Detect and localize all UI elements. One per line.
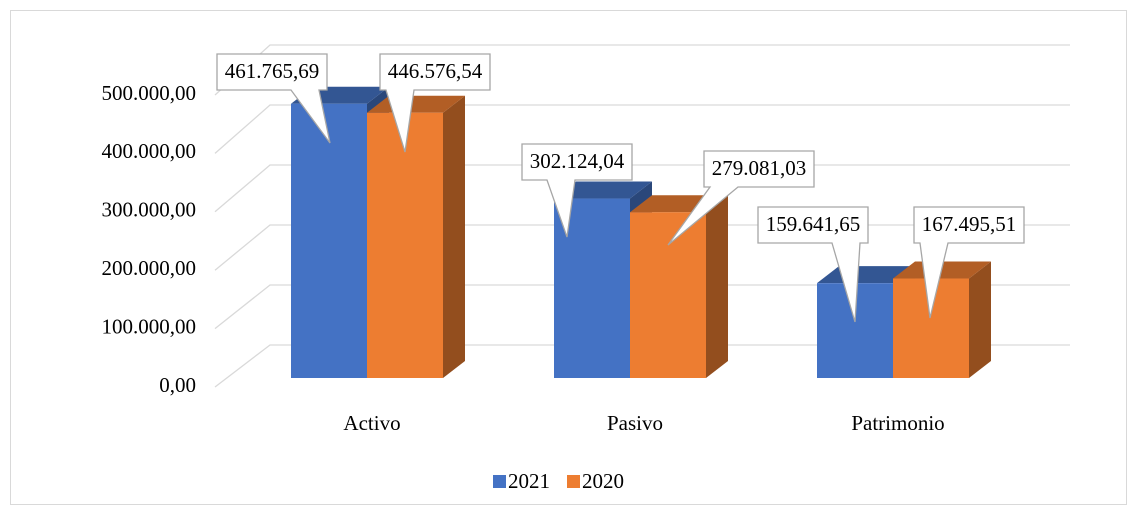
callout — [667, 150, 815, 246]
x-tick-label: Patrimonio — [851, 411, 944, 435]
bar — [291, 103, 367, 378]
y-tick-label: 400.000,00 — [102, 139, 197, 163]
data-label: 302.124,04 — [530, 149, 625, 173]
y-tick-label: 100.000,00 — [102, 314, 197, 338]
bar-side — [443, 95, 465, 379]
y-tick-label: 200.000,00 — [102, 256, 197, 280]
bar — [367, 112, 443, 379]
grid-line — [214, 104, 1070, 154]
x-tick-label: Activo — [343, 411, 400, 435]
bar — [630, 212, 706, 378]
bar-side — [706, 195, 728, 378]
grid-line — [214, 284, 1070, 330]
bar-side — [969, 261, 991, 378]
callout — [521, 143, 633, 238]
legend-label: 2021 — [508, 469, 550, 493]
data-label: 446.576,54 — [388, 59, 483, 83]
grid-line — [214, 344, 1070, 388]
data-label: 279.081,03 — [712, 156, 807, 180]
legend-label: 2020 — [582, 469, 624, 493]
y-tick-label: 300.000,00 — [102, 198, 197, 222]
callout — [757, 206, 869, 323]
data-label: 159.641,65 — [766, 212, 861, 236]
callout — [216, 53, 331, 144]
callout — [913, 206, 1025, 319]
y-tick-label: 500.000,00 — [102, 81, 197, 105]
data-label: 167.495,51 — [922, 212, 1017, 236]
data-label: 461.765,69 — [225, 59, 320, 83]
legend-swatch — [493, 475, 506, 488]
callout — [379, 53, 491, 153]
legend-swatch — [567, 475, 580, 488]
x-tick-label: Pasivo — [607, 411, 663, 435]
y-tick-label: 0,00 — [159, 373, 196, 397]
bar-top — [554, 181, 652, 199]
